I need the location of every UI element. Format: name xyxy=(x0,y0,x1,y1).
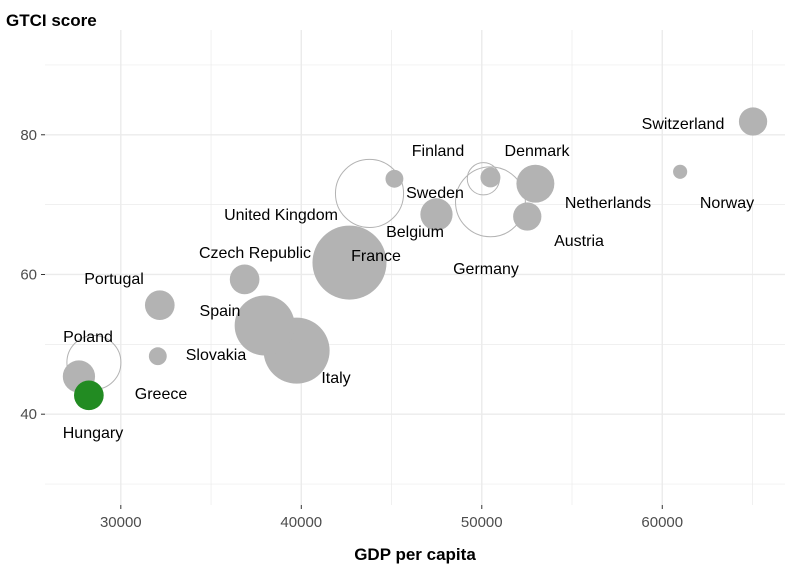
point-label-sweden: Sweden xyxy=(406,185,464,202)
point-labels: Switzerland Norway Denmark Sweden Netherland… xyxy=(63,116,754,442)
point-label-italy: Italy xyxy=(321,370,350,387)
point-label-switzerland: Switzerland xyxy=(642,116,725,133)
x-tick-label: 40000 xyxy=(280,514,322,531)
x-axis-label: GDP per capita xyxy=(354,545,476,564)
bubble-netherlands xyxy=(516,164,555,203)
point-label-finland: Finland xyxy=(412,143,464,160)
bubble-denmark xyxy=(480,167,501,188)
bubble-united-kingdom xyxy=(334,158,405,229)
point-label-portugal: Portugal xyxy=(84,271,144,288)
point-label-hungary: Hungary xyxy=(63,425,123,442)
grid xyxy=(45,30,785,505)
bubble-finland xyxy=(385,169,404,188)
bubble-portugal xyxy=(144,290,175,321)
point-label-greece: Greece xyxy=(135,386,188,403)
y-tick-label: 60 xyxy=(20,266,37,283)
x-tick-label: 50000 xyxy=(461,514,503,531)
point-label-norway: Norway xyxy=(700,195,754,212)
bubble-greece xyxy=(74,380,104,411)
bubble-germany xyxy=(455,166,526,238)
bubble-czech-republic xyxy=(229,264,260,295)
bubbles xyxy=(62,107,768,411)
bubble-france xyxy=(312,225,387,300)
bubble-belgium xyxy=(420,198,453,231)
point-label-netherlands: Netherlands xyxy=(565,195,651,212)
x-tick-label: 30000 xyxy=(100,514,142,531)
bubble-switzerland xyxy=(738,107,768,136)
point-label-denmark: Denmark xyxy=(505,143,571,160)
point-label-belgium: Belgium xyxy=(386,224,444,241)
bubble-norway xyxy=(673,164,688,179)
point-label-united-kingdom: United Kingdom xyxy=(224,207,338,224)
axes: 30000 40000 50000 60000 40 60 80 xyxy=(20,127,683,531)
point-label-poland: Poland xyxy=(63,329,113,346)
point-label-slovakia: Slovakia xyxy=(186,347,247,364)
y-tick-label: 80 xyxy=(20,127,37,144)
bubble-slovakia xyxy=(148,347,167,366)
point-label-czech-republic: Czech Republic xyxy=(199,245,311,262)
x-tick-label: 60000 xyxy=(641,514,683,531)
point-label-austria: Austria xyxy=(554,233,604,250)
point-label-germany: Germany xyxy=(453,261,519,278)
point-label-france: France xyxy=(351,248,401,265)
bubble-austria xyxy=(513,202,542,231)
y-tick-label: 40 xyxy=(20,406,37,423)
point-label-spain: Spain xyxy=(200,303,241,320)
bubble-spain xyxy=(234,295,295,356)
chart-title: GTCI score xyxy=(6,11,97,30)
